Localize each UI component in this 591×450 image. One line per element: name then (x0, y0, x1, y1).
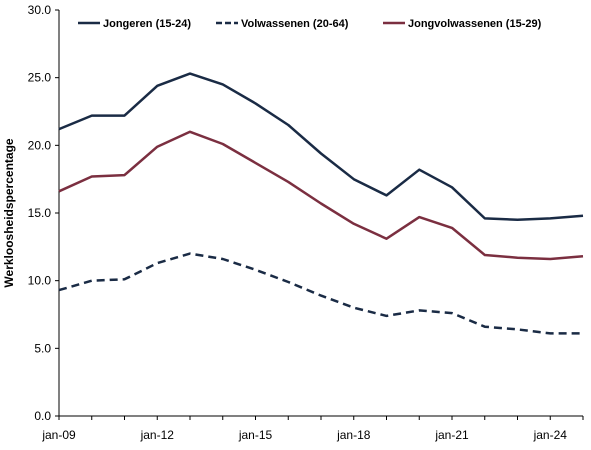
series-line-0 (58, 72, 584, 222)
y-tick-label: 0.0 (34, 409, 51, 423)
x-tick-label: jan-12 (140, 428, 175, 442)
legend-label-0: Jongeren (15-24) (103, 18, 191, 30)
y-tick-label: 20.0 (28, 138, 52, 152)
y-axis: 0.0 5.0 10.0 15.0 20.0 25.0 30.0 (28, 3, 60, 423)
legend-label-2: Jongvolwassenen (15-29) (408, 18, 542, 30)
x-tick-label: jan-09 (41, 428, 76, 442)
series-line-1 (58, 252, 583, 335)
x-axis: jan-09 jan-12 jan-15 jan-18 jan-21 jan-24 (41, 415, 584, 442)
y-tick-label: 15.0 (28, 206, 52, 220)
x-tick-label: jan-18 (336, 428, 371, 442)
y-tick-label: 25.0 (28, 71, 52, 85)
x-tick-label: jan-15 (238, 428, 273, 442)
y-tick-label: 5.0 (34, 341, 51, 355)
y-tick-label: 10.0 (28, 274, 52, 288)
legend-label-1: Volwassenen (20-64) (241, 18, 349, 30)
y-axis-title: Werkloosheidspercentage (2, 138, 16, 287)
y-tick-label: 30.0 (28, 3, 52, 17)
x-tick-label: jan-21 (434, 428, 469, 442)
legend: Jongeren (15-24) Volwassenen (20-64) Jongv… (78, 18, 542, 30)
series-lines (58, 72, 584, 335)
series-line-2 (58, 130, 584, 261)
x-tick-label: jan-24 (533, 428, 568, 442)
